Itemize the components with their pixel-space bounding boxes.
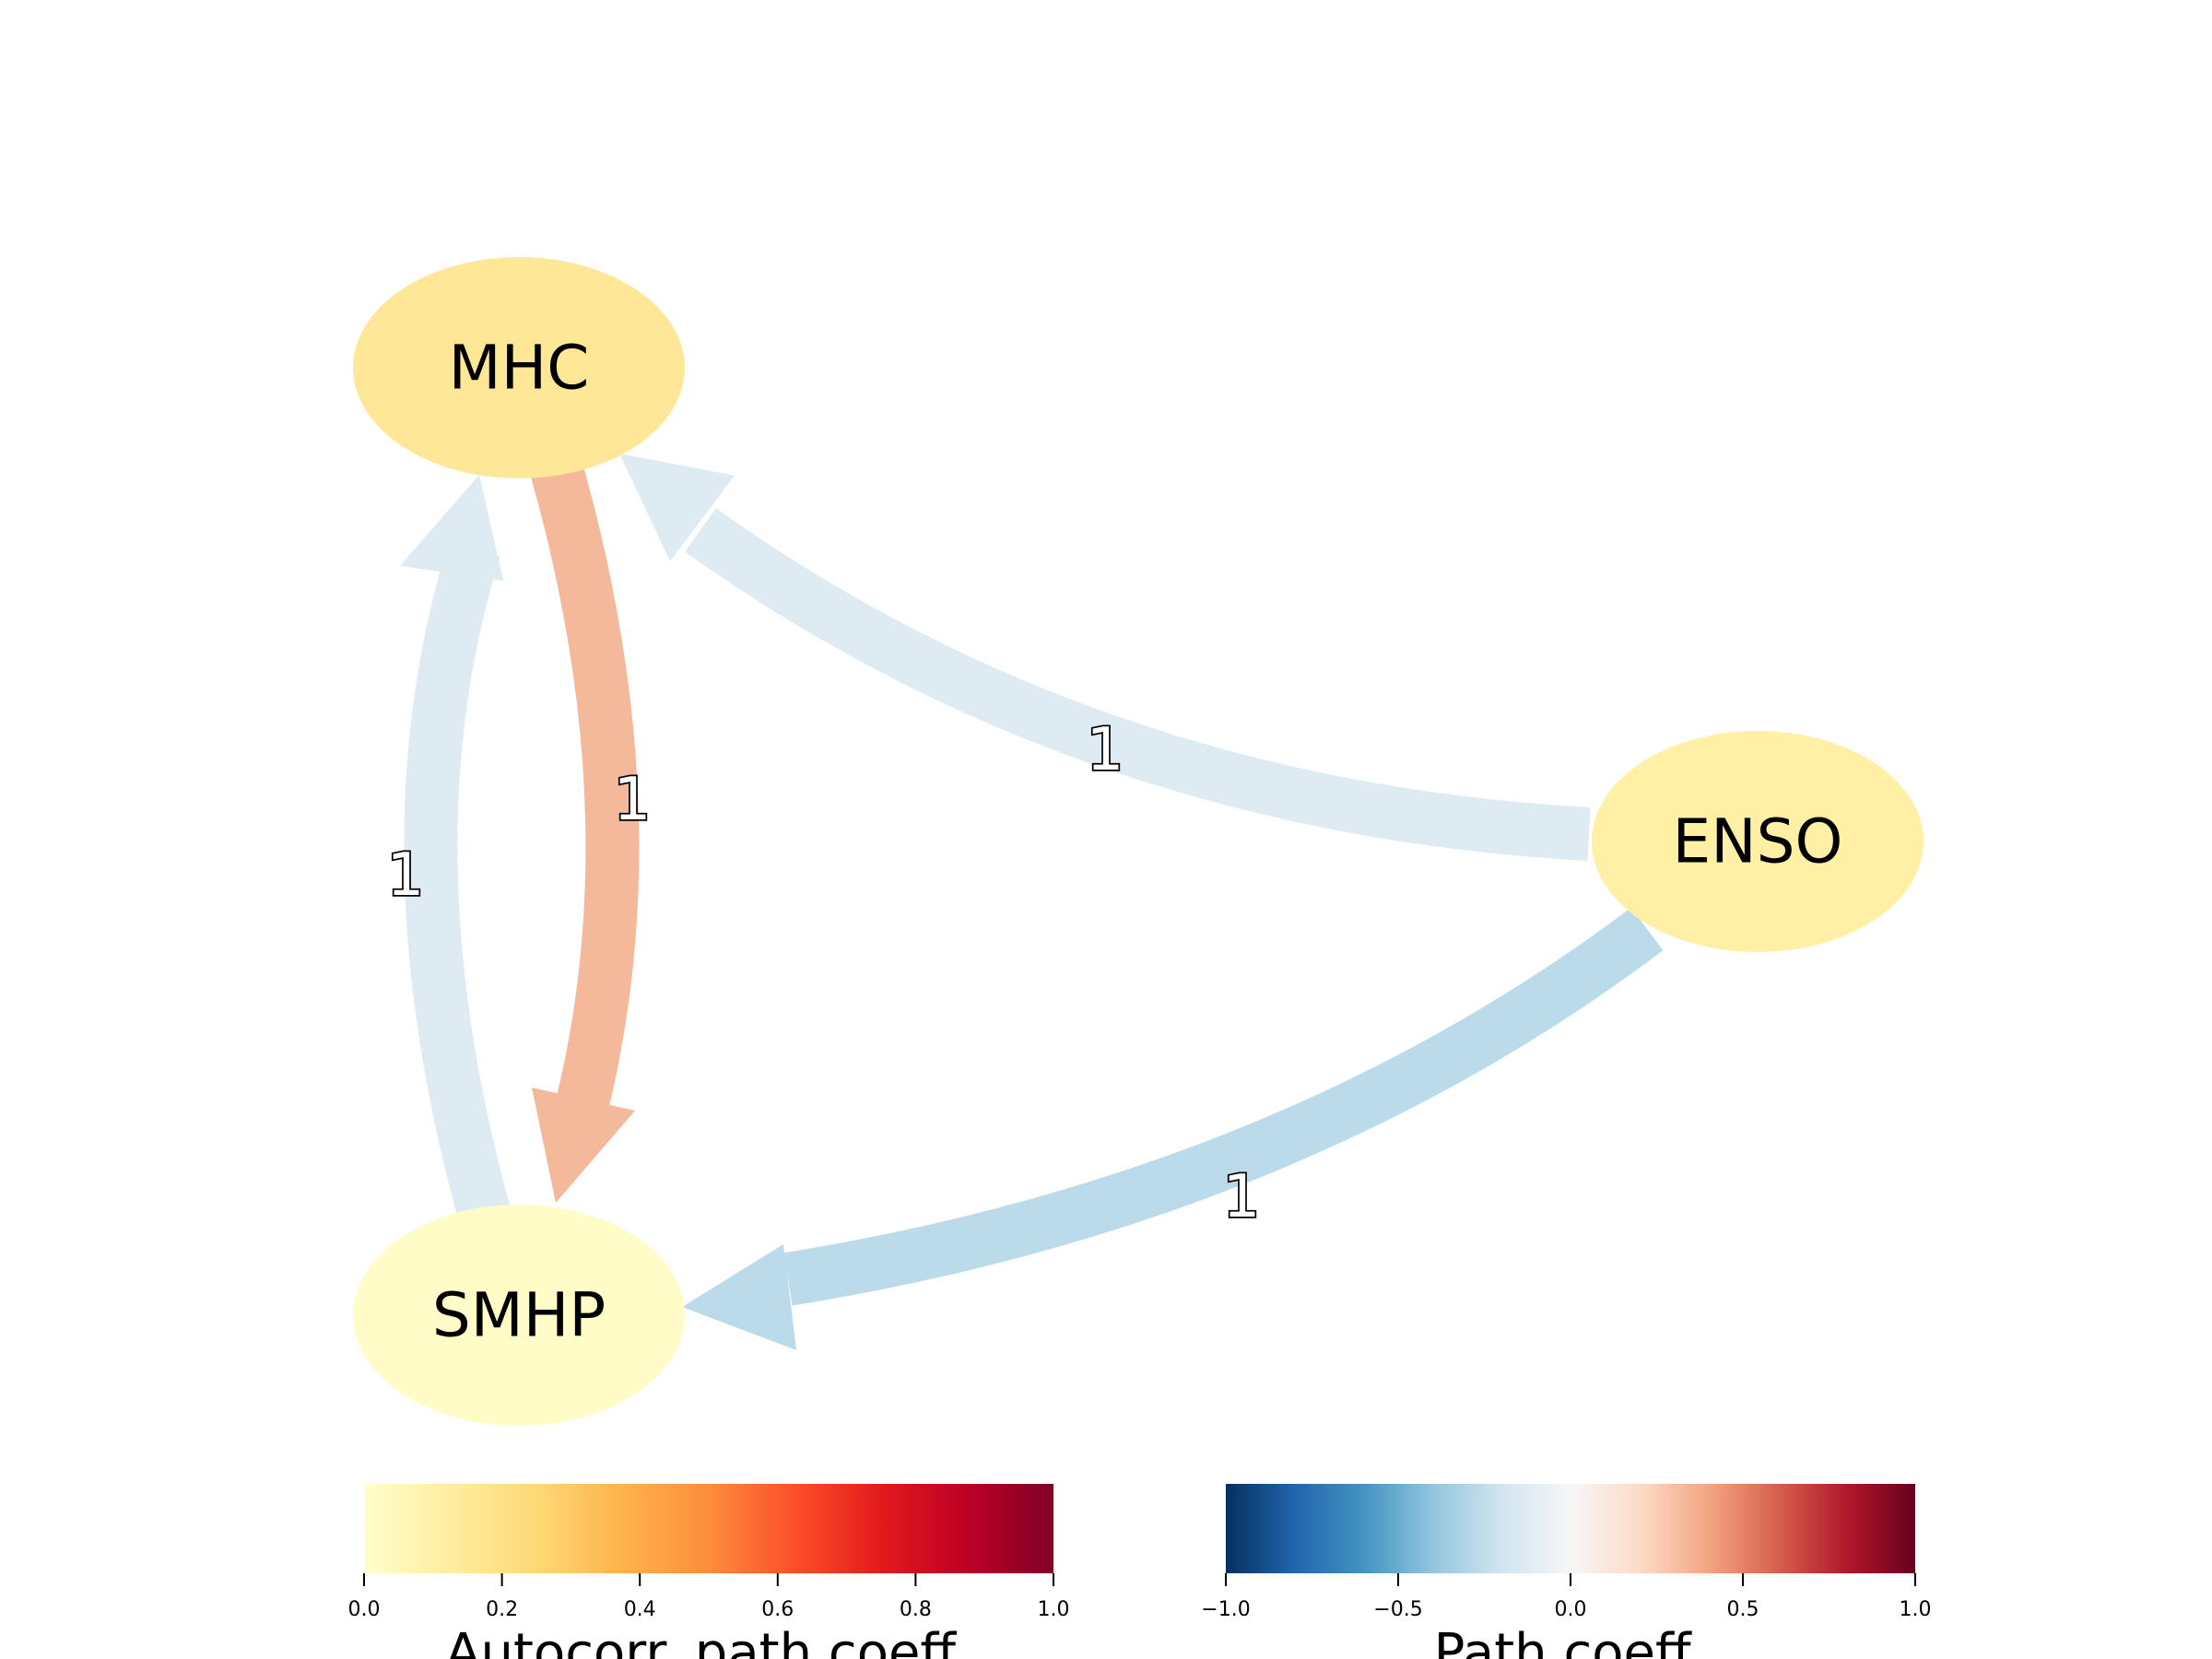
colorbar-autocorr-tick-label: 0.8: [900, 1598, 932, 1621]
edge-mhc-to-smhp: [531, 463, 640, 1203]
colorbar-autocorr-tick-label: 1.0: [1038, 1598, 1070, 1621]
edge-smhp-to-mhc-label: 1: [387, 841, 425, 910]
edge-smhp-to-mhc-shaft: [404, 540, 510, 1219]
node-enso: ENSO: [1592, 731, 1924, 952]
edge-enso-to-mhc-label: 1: [1087, 716, 1124, 784]
colorbar-autocorr-tick-label: 0.6: [761, 1598, 794, 1621]
edge-enso-to-smhp-shaft: [783, 907, 1664, 1306]
colorbar-path-title: Path coeff.: [1434, 1623, 1708, 1659]
colorbar-autocorr-title: Autocorr. path coeff.: [445, 1623, 972, 1659]
colorbar-path: −1.0 −0.5 0.0 0.5 1.0 Path coeff.: [1201, 1484, 1932, 1659]
node-mhc-label: MHC: [449, 333, 590, 404]
edge-mhc-to-smhp-arrowhead: [532, 1088, 635, 1203]
colorbar-path-bar: [1226, 1484, 1915, 1573]
node-smhp: SMHP: [353, 1205, 685, 1426]
edge-enso-to-mhc-shaft: [685, 508, 1591, 861]
edge-enso-to-mhc: [619, 453, 1591, 861]
colorbar-path-tick-label: −1.0: [1201, 1598, 1250, 1621]
colorbar-path-tick-label: 0.5: [1727, 1598, 1759, 1621]
edge-labels: 1 1 1 1: [385, 714, 1262, 1233]
colorbar-autocorr-tick-label: 0.2: [486, 1598, 518, 1621]
colorbar-autocorr-tick-label: 0.4: [624, 1598, 656, 1621]
colorbar-autocorr-bar: [364, 1484, 1053, 1573]
colorbar-autocorr: 0.0 0.2 0.4 0.6 0.8 1.0 Autocorr. path coeff.: [348, 1484, 1070, 1659]
colorbar-path-tick-label: −0.5: [1373, 1598, 1422, 1621]
node-enso-label: ENSO: [1673, 806, 1843, 877]
node-mhc: MHC: [353, 257, 685, 478]
edge-enso-to-smhp: [682, 907, 1664, 1350]
colorbar-path-tick-label: 0.0: [1555, 1598, 1587, 1621]
node-smhp-ellipse: [353, 1205, 685, 1426]
edge-enso-to-mhc-arrowhead: [619, 453, 735, 561]
edge-mhc-to-smhp-label: 1: [614, 766, 652, 834]
edge-smhp-to-mhc: [400, 475, 510, 1219]
nodes: MHC SMHP ENSO: [353, 257, 1924, 1426]
node-smhp-label: SMHP: [432, 1280, 606, 1351]
edge-enso-to-smhp-label: 1: [1223, 1163, 1261, 1231]
colorbar-path-ticks: −1.0 −0.5 0.0 0.5 1.0: [1201, 1573, 1932, 1621]
node-enso-ellipse: [1592, 731, 1924, 952]
edges: [400, 453, 1664, 1350]
colorbar-autocorr-ticks: 0.0 0.2 0.4 0.6 0.8 1.0: [348, 1573, 1070, 1621]
colorbar-path-tick-label: 1.0: [1900, 1598, 1932, 1621]
edge-mhc-to-smhp-shaft: [531, 463, 640, 1118]
edge-smhp-to-mhc-arrowhead: [400, 475, 503, 581]
node-mhc-ellipse: [353, 257, 685, 478]
colorbar-autocorr-tick-label: 0.0: [348, 1598, 381, 1621]
edge-enso-to-smhp-arrowhead: [682, 1244, 796, 1350]
